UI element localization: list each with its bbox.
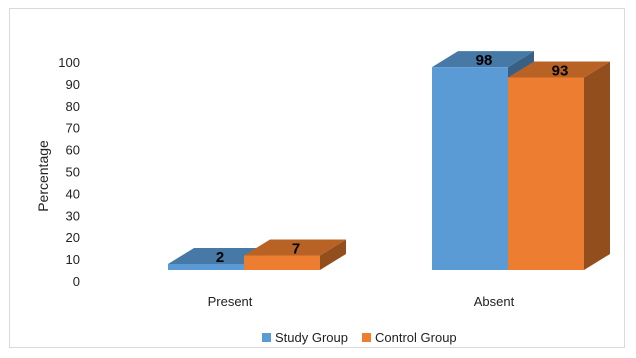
legend-item: Control Group (362, 330, 457, 345)
bar-front-face (432, 67, 508, 270)
data-label: 2 (216, 249, 224, 266)
bars (168, 51, 610, 271)
bar-top-face (244, 239, 346, 256)
data-label: 93 (552, 62, 569, 79)
y-tick-label: 70 (66, 121, 80, 136)
bar-side-face (584, 61, 610, 270)
y-tick-label: 40 (66, 186, 80, 201)
bar-top-face (508, 61, 610, 78)
legend-swatch (362, 333, 371, 342)
y-tick-label: 0 (73, 274, 80, 289)
y-tick-label: 60 (66, 143, 80, 158)
y-tick-label: 80 (66, 99, 80, 114)
data-labels: 2 7 98 93 (216, 52, 569, 266)
y-tick-label: 100 (58, 55, 80, 70)
legend-label: Study Group (275, 330, 348, 345)
y-axis-label: Percentage (35, 140, 51, 212)
bar-front-face (168, 264, 244, 270)
x-axis-categories: Present Absent (208, 294, 515, 309)
y-tick-label: 90 (66, 77, 80, 92)
bar-top-face (432, 51, 534, 68)
y-tick-label: 10 (66, 252, 80, 267)
legend: Study Group Control Group (262, 330, 457, 345)
y-tick-label: 20 (66, 230, 80, 245)
bar-front-face (508, 77, 584, 271)
x-category-label: Present (208, 294, 253, 309)
y-axis-ticks: 0 10 20 30 40 50 60 70 80 90 100 (58, 55, 80, 289)
legend-swatch (262, 333, 271, 342)
legend-item: Study Group (262, 330, 348, 345)
y-tick-label: 50 (66, 165, 80, 180)
bar-front-face (244, 255, 320, 270)
bar (244, 239, 346, 270)
x-category-label: Absent (474, 294, 515, 309)
y-tick-label: 30 (66, 208, 80, 223)
data-label: 98 (476, 52, 493, 69)
bar-side-face (320, 239, 346, 270)
bar (508, 61, 610, 271)
data-label: 7 (292, 241, 300, 258)
legend-label: Control Group (375, 330, 457, 345)
